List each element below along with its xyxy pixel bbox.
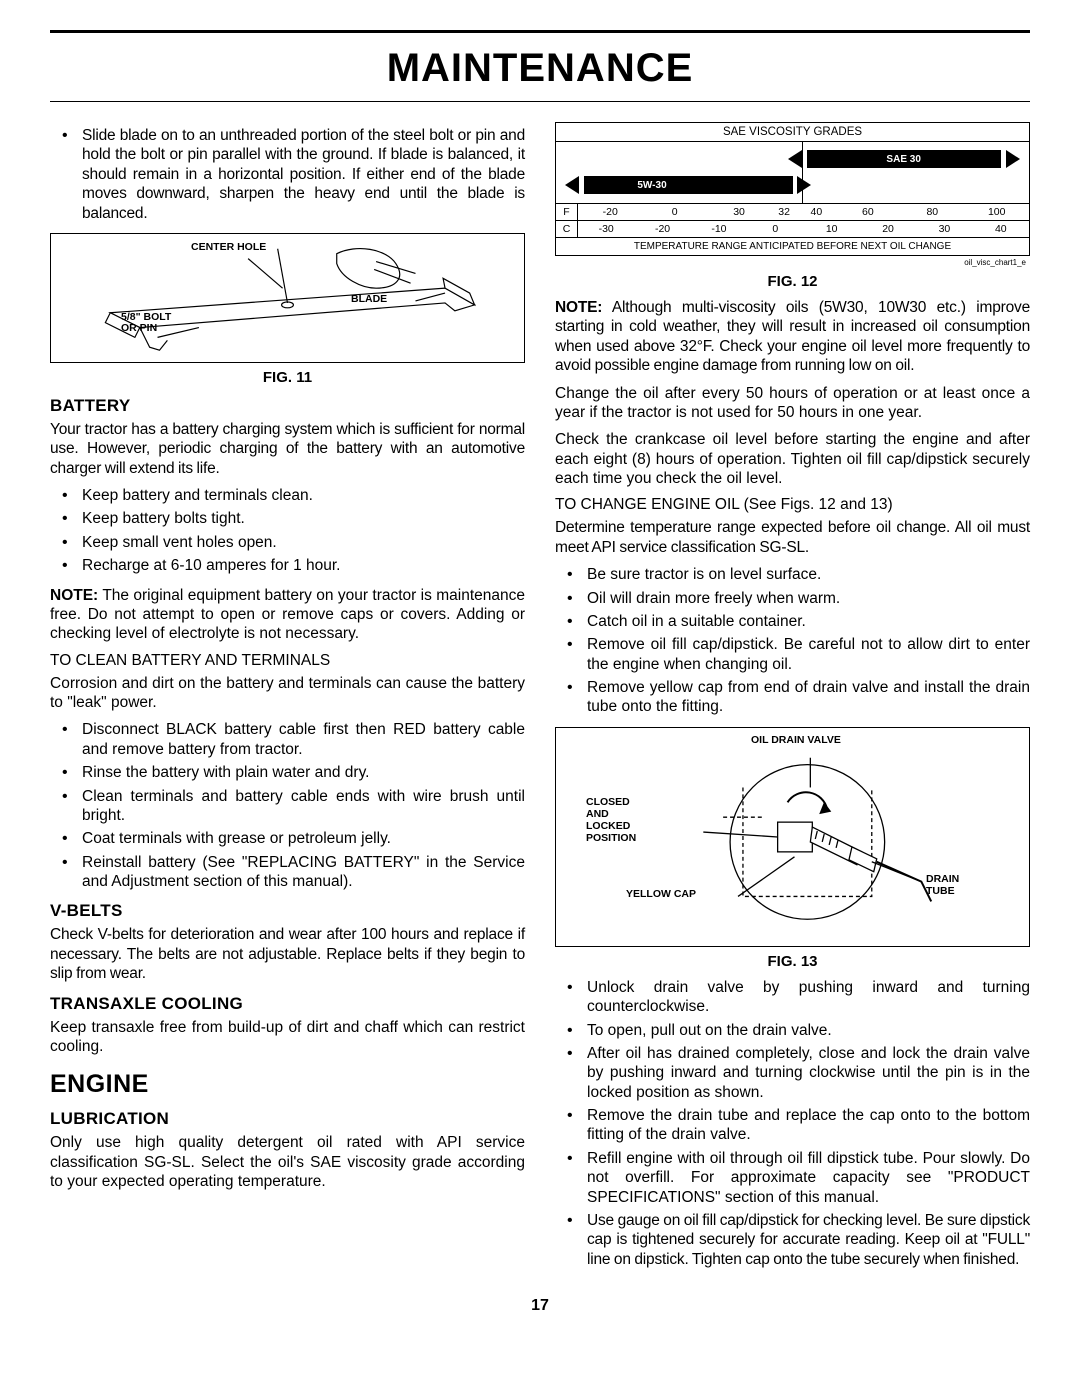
oil-drain-steps: Unlock drain valve by pushing inward and… (555, 978, 1030, 1269)
figure-12-caption: FIG. 12 (555, 273, 1030, 290)
change-interval: Change the oil after every 50 hours of o… (555, 384, 1030, 423)
figure-11-caption: FIG. 11 (50, 369, 525, 386)
drain-step: After oil has drained completely, close … (555, 1044, 1030, 1102)
scale-celsius: C -30 -20 -10 0 10 20 30 40 (556, 221, 1029, 238)
viscosity-code: oil_visc_chart1_e (555, 258, 1030, 267)
bar-sae30: SAE 30 (807, 150, 1001, 168)
heading-lubrication: LUBRICATION (50, 1109, 525, 1129)
prep-step: Be sure tractor is on level surface. (555, 565, 1030, 584)
tick: 60 (836, 204, 900, 220)
heading-engine: ENGINE (50, 1070, 525, 1099)
heading-battery: BATTERY (50, 396, 525, 416)
label-center-hole: CENTER HOLE (191, 242, 266, 254)
scale-c-ticks: -30 -20 -10 0 10 20 30 40 (578, 221, 1029, 237)
heading-transaxle: TRANSAXLE COOLING (50, 994, 525, 1014)
lubrication-text: Only use high quality detergent oil rate… (50, 1133, 525, 1191)
arrow-5w30-right (797, 176, 811, 194)
battery-note-text: The original equipment battery on your t… (50, 587, 525, 643)
transaxle-text: Keep transaxle free from build-up of dir… (50, 1018, 525, 1057)
crankcase-check: Check the crankcase oil level before sta… (555, 430, 1030, 488)
bar-5w30: 5W-30 (584, 176, 792, 194)
tick: 10 (804, 221, 860, 237)
bar-5w30-label: 5W-30 (637, 180, 666, 191)
heading-to-change-oil: TO CHANGE ENGINE OIL (See Figs. 12 and 1… (555, 496, 1030, 514)
label-bolt-or-pin: 5/8" BOLT OR PIN (121, 312, 171, 335)
scale-c-label: C (556, 221, 578, 237)
top-rule (50, 30, 1030, 33)
tick: 100 (965, 204, 1029, 220)
drain-step: Use gauge on oil fill cap/dipstick for c… (555, 1211, 1030, 1269)
left-column: Slide blade on to an unthreaded portion … (50, 122, 525, 1279)
blade-instruction: Slide blade on to an unthreaded portion … (50, 126, 525, 223)
determine-temp: Determine temperature range expected bef… (555, 518, 1030, 557)
prep-step: Catch oil in a suitable container. (555, 612, 1030, 631)
tick: 40 (973, 221, 1029, 237)
battery-tip: Keep small vent holes open. (50, 533, 525, 552)
tick: 30 (916, 221, 972, 237)
clean-step: Reinstall battery (See "REPLACING BATTER… (50, 853, 525, 892)
tick: 20 (860, 221, 916, 237)
label-drain-tube: DRAIN TUBE (926, 873, 959, 897)
clean-battery-intro: Corrosion and dirt on the battery and te… (50, 674, 525, 713)
figure-13-drain-valve-diagram: OIL DRAIN VALVE CLOSED AND LOCKED POSITI… (555, 727, 1030, 947)
page-number: 17 (50, 1297, 1030, 1315)
label-closed-locked: CLOSED AND LOCKED POSITION (586, 796, 636, 844)
scale-f-ticks: -20 0 30 32 40 60 80 100 (578, 204, 1029, 220)
tick: 0 (642, 204, 706, 220)
prep-step: Remove oil fill cap/dipstick. Be careful… (555, 635, 1030, 674)
tick: 0 (747, 221, 803, 237)
viscosity-bars-area: SAE 30 5W-30 (556, 142, 1029, 204)
heading-clean-battery: TO CLEAN BATTERY AND TERMINALS (50, 652, 525, 670)
battery-tip: Keep battery and terminals clean. (50, 486, 525, 505)
two-column-layout: Slide blade on to an unthreaded portion … (50, 122, 1030, 1279)
clean-step: Disconnect BLACK battery cable first the… (50, 720, 525, 759)
tick: 30 (707, 204, 771, 220)
scale-fahrenheit: F -20 0 30 32 40 60 80 100 (556, 204, 1029, 221)
note-multi-viscosity: NOTE: Although multi-viscosity oils (5W3… (555, 298, 1030, 376)
bar-sae30-label: SAE 30 (886, 154, 920, 165)
oil-prep-steps: Be sure tractor is on level surface. Oil… (555, 565, 1030, 717)
arrow-5w30-left (565, 176, 579, 194)
figure-11-blade-diagram: CENTER HOLE 5/8" BOLT OR PIN BLADE (50, 233, 525, 363)
tick: -30 (578, 221, 634, 237)
arrow-sae30-left (788, 150, 802, 168)
figure-13-caption: FIG. 13 (555, 953, 1030, 970)
battery-tip: Recharge at 6-10 amperes for 1 hour. (50, 556, 525, 575)
tick: -20 (634, 221, 690, 237)
label-blade: BLADE (351, 294, 387, 306)
drain-step: Refill engine with oil through oil fill … (555, 1149, 1030, 1207)
viscosity-divider (802, 142, 803, 203)
tick: -20 (578, 204, 642, 220)
scale-f-label: F (556, 204, 578, 220)
label-yellow-cap: YELLOW CAP (626, 888, 696, 900)
viscosity-title: SAE VISCOSITY GRADES (556, 123, 1029, 142)
vbelts-text: Check V-belts for deterioration and wear… (50, 925, 525, 983)
blade-instruction-list: Slide blade on to an unthreaded portion … (50, 126, 525, 223)
prep-step: Oil will drain more freely when warm. (555, 589, 1030, 608)
figure-12-viscosity-chart: SAE VISCOSITY GRADES SAE 30 5W-30 F (555, 122, 1030, 256)
battery-intro: Your tractor has a battery charging syst… (50, 420, 525, 478)
tick: 80 (900, 204, 964, 220)
battery-tips-list: Keep battery and terminals clean. Keep b… (50, 486, 525, 576)
label-oil-drain-valve: OIL DRAIN VALVE (751, 734, 841, 746)
prep-step: Remove yellow cap from end of drain valv… (555, 678, 1030, 717)
battery-note: NOTE: The original equipment battery on … (50, 586, 525, 644)
right-column: SAE VISCOSITY GRADES SAE 30 5W-30 F (555, 122, 1030, 1279)
tick: -10 (691, 221, 747, 237)
battery-tip: Keep battery bolts tight. (50, 509, 525, 528)
clean-step: Rinse the battery with plain water and d… (50, 763, 525, 782)
tick: 32 (771, 204, 797, 220)
clean-step: Clean terminals and battery cable ends w… (50, 787, 525, 826)
drain-step: Unlock drain valve by pushing inward and… (555, 978, 1030, 1017)
heading-vbelts: V-BELTS (50, 901, 525, 921)
drain-step: Remove the drain tube and replace the ca… (555, 1106, 1030, 1145)
arrow-sae30-right (1006, 150, 1020, 168)
blade-svg (51, 234, 524, 362)
page-title: MAINTENANCE (50, 38, 1030, 102)
clean-step: Coat terminals with grease or petroleum … (50, 829, 525, 848)
clean-battery-steps: Disconnect BLACK battery cable first the… (50, 720, 525, 891)
viscosity-footer: TEMPERATURE RANGE ANTICIPATED BEFORE NEX… (556, 238, 1029, 255)
drain-step: To open, pull out on the drain valve. (555, 1021, 1030, 1040)
tick: 40 (797, 204, 836, 220)
